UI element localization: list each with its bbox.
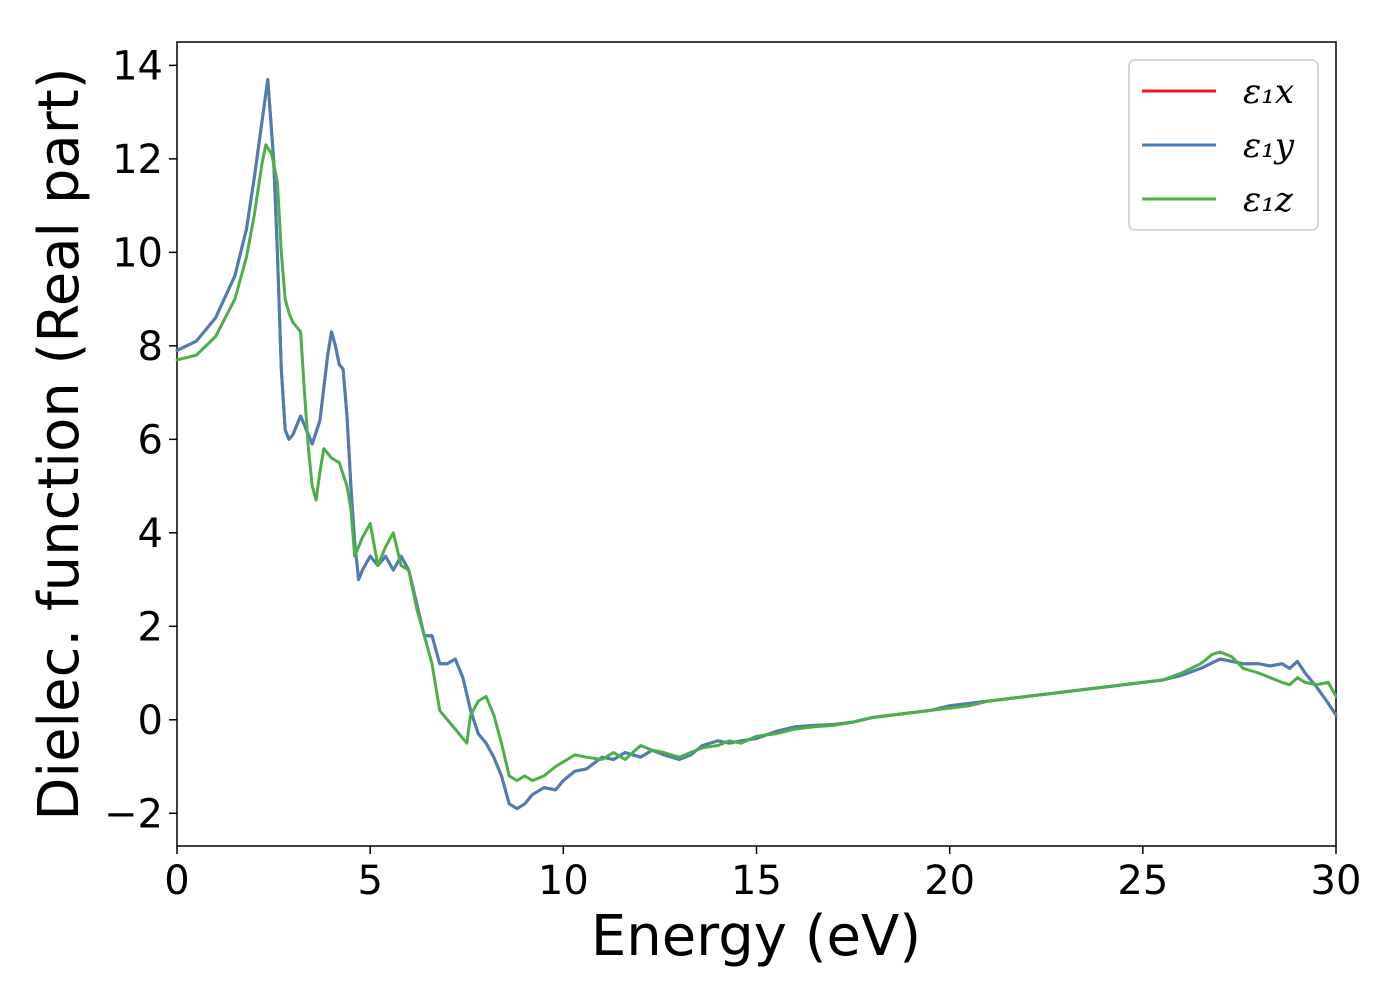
legend-label-3: ε₁z [1243,180,1294,220]
legend-box [1128,59,1319,231]
y-tick-label: 10 [112,230,163,276]
y-tick-label: 8 [138,324,163,370]
y-tick-label: 6 [138,417,163,463]
y-tick-label: −2 [104,791,163,837]
y-tick-label: 14 [112,43,163,89]
x-axis-title: Energy (eV) [591,904,921,969]
y-axis-title: Dielec. function (Real part) [27,67,92,820]
y-tick-label: 0 [138,698,163,744]
legend: ε₁x ε₁y ε₁z [1128,59,1319,231]
y-axis-ticks: −2 0 2 4 6 8 10 12 14 [104,43,177,837]
x-tick-label: 30 [1311,858,1362,904]
legend-label-1: ε₁x [1243,72,1294,112]
x-axis-ticks: 0 5 10 15 20 25 30 [164,846,1361,904]
y-tick-label: 2 [138,604,163,650]
legend-label-2: ε₁y [1243,126,1295,166]
x-tick-label: 0 [164,858,189,904]
y-tick-label: 12 [112,137,163,183]
x-tick-label: 15 [731,858,782,904]
series-lines [175,77,1338,811]
x-tick-label: 5 [357,858,382,904]
x-tick-label: 20 [924,858,975,904]
y-tick-label: 4 [138,511,163,557]
series-line-3 [175,143,1338,783]
x-tick-label: 10 [538,858,589,904]
x-tick-label: 25 [1117,858,1168,904]
